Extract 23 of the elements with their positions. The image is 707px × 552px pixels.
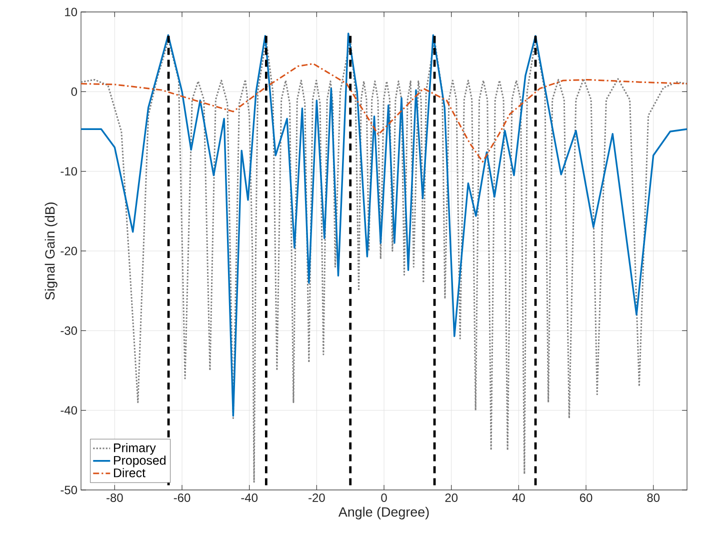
- legend-label: Proposed: [114, 456, 166, 468]
- x-tick-label: -80: [106, 494, 123, 502]
- y-tick-label: 10: [65, 8, 78, 16]
- x-tick-label: 80: [647, 494, 660, 502]
- line-series: [81, 63, 688, 163]
- y-axis-title: Signal Gain (dB): [44, 202, 58, 300]
- x-axis-title: Angle (Degree): [338, 506, 429, 520]
- legend-label: Direct: [114, 468, 146, 478]
- y-tick-label: 0: [71, 87, 78, 96]
- y-tick-label: -40: [60, 406, 78, 415]
- y-tick-label: -30: [60, 326, 78, 335]
- x-tick-label: -40: [241, 494, 258, 502]
- legend-label: Primary: [114, 443, 156, 455]
- x-tick-label: 0: [381, 494, 387, 502]
- x-tick-label: 60: [580, 494, 592, 502]
- y-tick-label: -50: [60, 486, 78, 494]
- x-tick-label: -60: [174, 494, 190, 502]
- x-tick-label: 20: [445, 494, 458, 502]
- y-tick-label: -20: [60, 246, 78, 256]
- y-tick-label: -10: [60, 167, 78, 176]
- x-tick-label: 40: [512, 494, 525, 502]
- x-tick-label: -20: [308, 494, 325, 502]
- line-series: [81, 32, 688, 417]
